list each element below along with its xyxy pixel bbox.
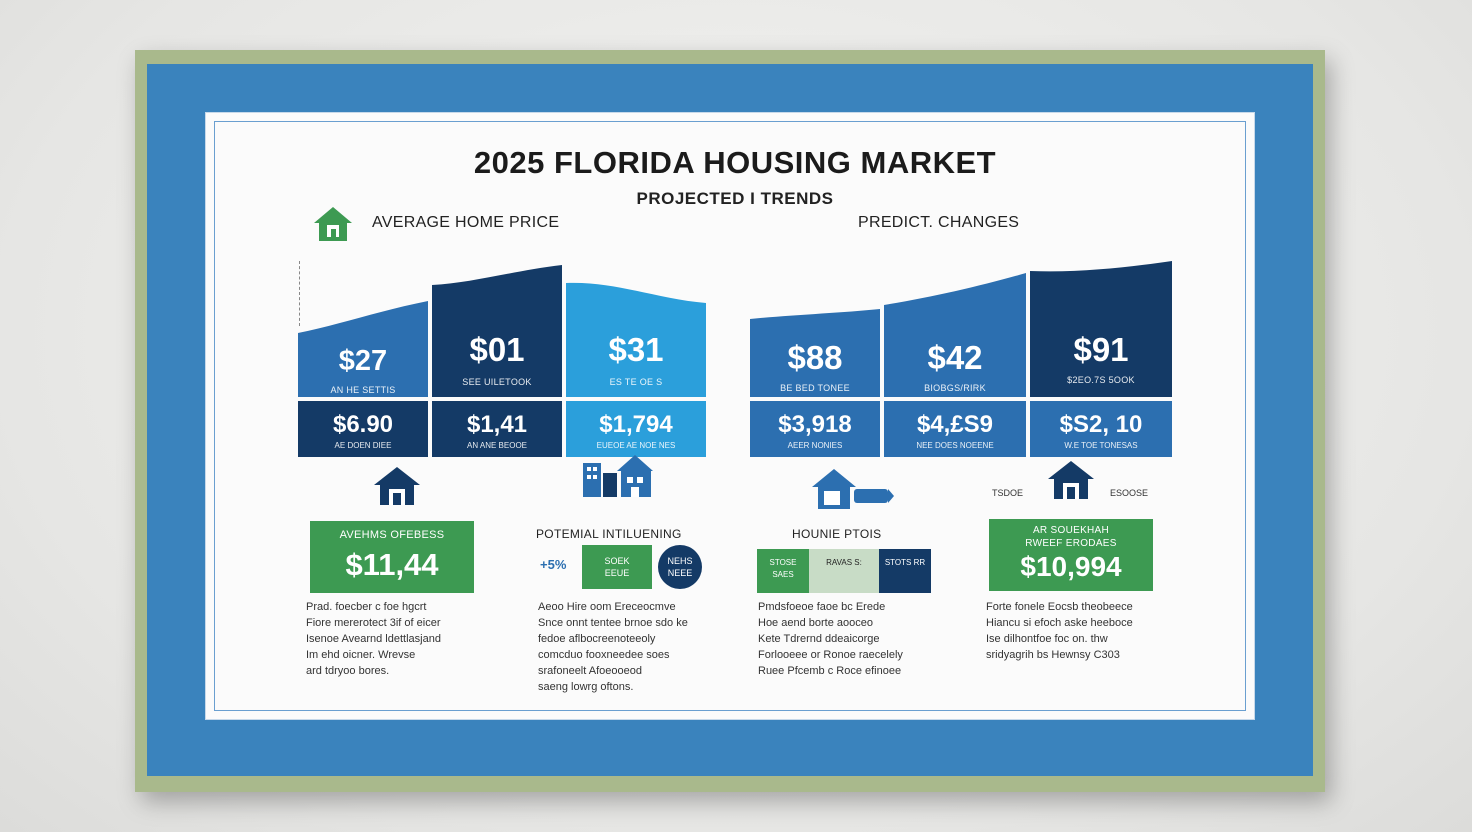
text-line: ard tdryoo bores.: [306, 665, 390, 677]
change-cell-3: $S2, 10 W.E TOE TONESAS: [1030, 401, 1172, 457]
price-panel-note: SEE UILETOOK: [462, 377, 532, 387]
text-line: Fiore mererotect 3if of eicer: [306, 617, 441, 629]
change-panel-3: $91 $2EO.7S 5OOK: [1030, 261, 1172, 397]
home-prices-heading: HOUNIE PTOIS: [792, 527, 882, 541]
price-panel-value: $01: [469, 331, 525, 368]
infographic-sheet: 2025 FLORIDA HOUSING MARKET PROJECTED I …: [205, 112, 1255, 720]
column-2-text: Aeoo Hire oom Ereceocmve Snce onnt tente…: [538, 599, 688, 695]
price-cell-value: $1,794: [599, 411, 673, 438]
change-panel-note: BIOBGS/RIRK: [924, 383, 986, 393]
tag-left: TSDOE: [992, 488, 1024, 498]
tag-right: ESOOSE: [1110, 488, 1149, 498]
text-line: fedoe aflbocreenoteeoly: [538, 633, 656, 645]
price-panel-note: ES TE OE S: [609, 377, 663, 387]
green-house-icon: [312, 205, 354, 243]
price-cell-2: $1,41 AN ANE BEOOE: [432, 401, 562, 457]
stock-box-label: SOEK EEUE: [604, 556, 630, 578]
percent-change: +5%: [540, 557, 567, 572]
price-panel-1: $27 AN HE SETTIS: [298, 293, 428, 397]
text-line: srafoneelt Afoeooeod: [538, 665, 642, 677]
predict-changes-label: PREDICT. CHANGES: [858, 214, 1020, 231]
change-cell-1: $3,918 AEER NONIES: [750, 401, 880, 457]
change-cell-value: $4,£S9: [916, 411, 994, 438]
change-panel-value: $88: [787, 339, 843, 376]
news-circle: NEHS NEEE: [658, 545, 702, 589]
text-line: Ruee Pfcemb c Roce efinoee: [758, 665, 902, 677]
average-offers-card: AVEHMS OFEBESS $11,44: [310, 521, 474, 593]
card-value: $10,994: [1020, 551, 1122, 582]
column-1-text: Prad. foecber c foe hgcrt Fiore mererote…: [306, 599, 441, 679]
price-cell-3: $1,794 EUEOE AE NOE NES: [566, 401, 706, 457]
price-panel-3: $31 ES TE OE S: [566, 281, 706, 397]
text-line: Isenoe Avearnd ldettlasjand: [306, 633, 441, 645]
price-panel-note: AN HE SETTIS: [330, 385, 396, 395]
projection-card: AR SOUEKHAH RWEEF ERODAES $10,994: [989, 519, 1153, 591]
home-for-sale-icon: [810, 467, 894, 511]
text-line: Forlooeee or Ronoe raecelely: [758, 649, 903, 661]
stats-box-3: STOTS RR: [879, 549, 931, 593]
potential-influencing-heading: POTEMIAL INTILUENING: [536, 527, 682, 541]
text-line: Im ehd oicner. Wrevse: [306, 649, 416, 661]
page-title: 2025 FLORIDA HOUSING MARKET: [473, 145, 997, 180]
news-circle-label: NEHS NEEE: [667, 556, 693, 578]
price-cell-note: AE DOEN DIEE: [334, 441, 392, 450]
change-panel-2: $42 BIOBGS/RIRK: [884, 273, 1026, 397]
axis-line: [299, 261, 301, 326]
card-title: AR SOUEKHAH: [1032, 525, 1110, 536]
stock-box: SOEK EEUE: [582, 545, 652, 589]
text-line: Kete Tdrernd ddeaicorge: [758, 633, 880, 645]
column-3-text: Pmdsfoeoe faoe bc Erede Hoe aend borte a…: [758, 599, 903, 679]
text-line: Pmdsfoeoe faoe bc Erede: [758, 601, 886, 613]
change-panel-1: $88 BE BED TONEE: [750, 293, 880, 397]
stats-box-label: STOTS RR: [884, 558, 926, 567]
change-cell-value: $S2, 10: [1059, 411, 1143, 438]
stats-box-1: STOSE SAES: [757, 549, 809, 593]
page-subtitle: PROJECTED I TRENDS: [636, 189, 834, 208]
stats-box-label: RAVAS S:: [826, 558, 862, 567]
price-cell-note: AN ANE BEOOE: [466, 441, 528, 450]
frame-blue-border: 2025 FLORIDA HOUSING MARKET PROJECTED I …: [147, 64, 1313, 776]
text-line: saeng lowrg oftons.: [538, 681, 634, 693]
price-cell-value: $6.90: [332, 411, 394, 438]
price-panel-2: $01 SEE UILETOOK: [432, 265, 562, 397]
text-line: Prad. foecber c foe hgcrt: [306, 601, 427, 613]
text-line: Hoe aend borte aooceo: [758, 617, 873, 629]
change-cell-note: NEE DOES NOEENE: [916, 441, 994, 450]
house-icon: [1046, 459, 1096, 501]
price-panel-value: $31: [608, 331, 664, 368]
column-4-text: Forte fonele Eocsb theobeece Hiancu si e…: [986, 599, 1133, 663]
text-line: sridyagrih bs Hewnsy C303: [986, 649, 1120, 661]
inner-border-line: [214, 121, 1246, 711]
change-panel-value: $42: [927, 339, 983, 376]
buildings-icon: [581, 453, 653, 499]
card-title: RWEEF ERODAES: [1025, 538, 1117, 549]
house-icon: [372, 465, 422, 507]
text-line: Forte fonele Eocsb theobeece: [986, 601, 1133, 613]
card-value: $11,44: [345, 547, 439, 582]
average-home-price-label: AVERAGE HOME PRICE: [372, 214, 560, 231]
text-line: Ise dilhontfoe foc on. thw: [986, 633, 1108, 645]
text-line: Hiancu si efoch aske heeboce: [986, 617, 1133, 629]
card-title: AVEHMS OFEBESS: [339, 529, 445, 541]
price-cell-1: $6.90 AE DOEN DIEE: [298, 401, 428, 457]
stats-box-label: STOSE SAES: [769, 558, 797, 579]
text-line: Snce onnt tentee brnoe sdo ke: [538, 617, 688, 629]
price-panel-value: $27: [338, 345, 388, 377]
change-cell-note: W.E TOE TONESAS: [1064, 441, 1138, 450]
change-panel-note: $2EO.7S 5OOK: [1067, 375, 1135, 385]
price-cell-value: $1,41: [466, 411, 528, 438]
price-cell-note: EUEOE AE NOE NES: [596, 441, 676, 450]
change-cell-note: AEER NONIES: [787, 441, 843, 450]
change-cell-value: $3,918: [778, 411, 852, 438]
text-line: Aeoo Hire oom Ereceocmve: [538, 601, 676, 613]
text-line: comcduo fooxneedee soes: [538, 649, 670, 661]
change-cell-2: $4,£S9 NEE DOES NOEENE: [884, 401, 1026, 457]
change-panel-note: BE BED TONEE: [780, 383, 850, 393]
picture-frame: 2025 FLORIDA HOUSING MARKET PROJECTED I …: [135, 50, 1325, 792]
change-panel-value: $91: [1073, 331, 1129, 368]
stats-box-2: RAVAS S:: [809, 549, 879, 593]
